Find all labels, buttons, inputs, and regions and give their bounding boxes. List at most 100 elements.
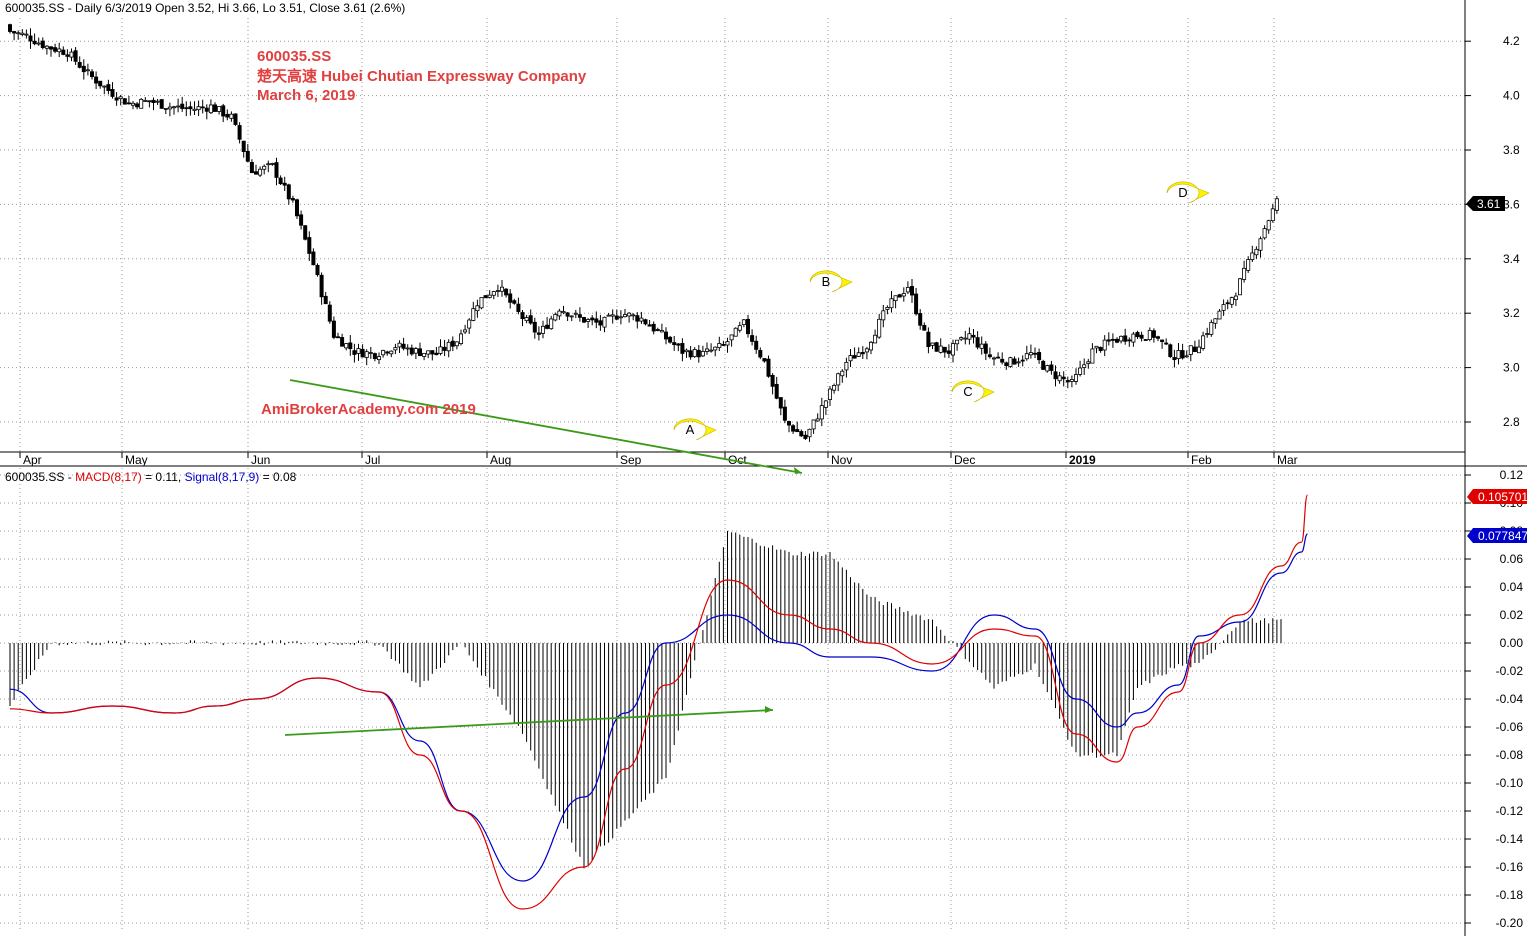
candle-body bbox=[860, 352, 865, 355]
candle-body bbox=[577, 314, 582, 318]
x-tick-label: Sep bbox=[620, 453, 642, 467]
candle-body bbox=[758, 350, 763, 358]
candle-body bbox=[729, 334, 734, 341]
candle-body bbox=[299, 214, 304, 226]
candle-body bbox=[508, 293, 513, 303]
candle-body bbox=[1184, 355, 1189, 358]
candle-body bbox=[1197, 346, 1202, 354]
candle-body bbox=[869, 341, 874, 351]
candle-body bbox=[532, 321, 537, 333]
candle-body bbox=[930, 342, 935, 346]
candle-body bbox=[1164, 342, 1169, 345]
candle-body bbox=[828, 388, 833, 400]
candle-body bbox=[856, 352, 861, 357]
candle-body bbox=[1065, 380, 1070, 383]
candle-body bbox=[659, 330, 664, 333]
candle-body bbox=[1258, 238, 1263, 251]
candle-body bbox=[762, 358, 767, 362]
candle-body bbox=[327, 304, 332, 322]
candle-body bbox=[393, 347, 398, 351]
candle-body bbox=[819, 405, 824, 420]
candle-body bbox=[458, 333, 463, 344]
candle-body bbox=[618, 316, 623, 319]
candle-body bbox=[951, 343, 956, 356]
candle-body bbox=[676, 343, 681, 346]
candle-body bbox=[176, 105, 181, 108]
candle-body bbox=[1016, 361, 1021, 364]
macd-y-tick-label: -0.14 bbox=[1496, 832, 1524, 846]
candle-body bbox=[664, 331, 669, 340]
candle-body bbox=[61, 49, 66, 55]
candle-body bbox=[1086, 361, 1091, 364]
macd-value: = 0.11, bbox=[142, 470, 185, 484]
watermark-text: AmiBrokerAcademy.com 2019 bbox=[261, 401, 476, 418]
candle-body bbox=[864, 348, 869, 353]
candle-body bbox=[1094, 345, 1099, 349]
candle-body bbox=[98, 80, 103, 87]
price-y-tick-label: 3.4 bbox=[1503, 252, 1520, 266]
candle-body bbox=[684, 349, 689, 353]
candle-body bbox=[1143, 339, 1148, 341]
candle-body bbox=[192, 108, 197, 111]
candle-body bbox=[430, 350, 435, 355]
candle-body bbox=[848, 355, 853, 362]
candle-body bbox=[467, 319, 472, 329]
candle-body bbox=[1209, 322, 1214, 335]
candle-body bbox=[204, 107, 209, 112]
candle-body bbox=[1098, 347, 1103, 351]
candle-body bbox=[516, 303, 521, 312]
candle-body bbox=[1238, 278, 1243, 296]
candle-body bbox=[278, 177, 283, 185]
candle-body bbox=[963, 337, 968, 340]
candle-body bbox=[1229, 297, 1234, 305]
macd-y-tick-label: 0.06 bbox=[1500, 552, 1524, 566]
candle-body bbox=[979, 343, 984, 349]
macd-prefix: 600035.SS - bbox=[5, 470, 75, 484]
candle-body bbox=[1201, 335, 1206, 349]
candle-body bbox=[709, 349, 714, 352]
candle-body bbox=[512, 300, 517, 304]
macd-tag-text: 0.105701 bbox=[1478, 490, 1527, 504]
candle-body bbox=[688, 350, 693, 358]
candle-body bbox=[541, 325, 546, 334]
candle-body bbox=[942, 346, 947, 353]
x-tick-label: Jul bbox=[365, 453, 380, 467]
x-tick-label: May bbox=[125, 453, 148, 467]
candle-body bbox=[565, 312, 570, 317]
candle-body bbox=[1033, 352, 1038, 355]
candle-body bbox=[110, 88, 115, 97]
candle-body bbox=[1176, 350, 1181, 360]
candle-body bbox=[1049, 364, 1054, 371]
candle-body bbox=[602, 316, 607, 328]
candle-body bbox=[799, 431, 804, 437]
candle-body bbox=[1082, 364, 1087, 368]
candle-body bbox=[446, 341, 451, 352]
callout-bubble bbox=[809, 270, 853, 293]
candle-body bbox=[844, 361, 849, 371]
candle-body bbox=[44, 45, 49, 49]
candle-body bbox=[331, 320, 336, 338]
candle-body bbox=[536, 332, 541, 335]
price-y-tick-label: 3.2 bbox=[1503, 306, 1520, 320]
candle-body bbox=[381, 350, 386, 356]
macd-y-tick-label: -0.18 bbox=[1496, 888, 1524, 902]
candle-body bbox=[57, 48, 62, 53]
macd-header: 600035.SS - MACD(8,17) = 0.11, Signal(8,… bbox=[5, 470, 297, 484]
candle-body bbox=[323, 295, 328, 305]
candle-body bbox=[397, 342, 402, 348]
candle-body bbox=[893, 295, 898, 302]
price-y-tick-label: 3.0 bbox=[1503, 361, 1520, 375]
candle-body bbox=[971, 334, 976, 338]
candle-body bbox=[635, 315, 640, 322]
candle-body bbox=[483, 295, 488, 299]
candle-body bbox=[955, 339, 960, 345]
candle-body bbox=[746, 318, 751, 335]
candle-body bbox=[463, 329, 468, 333]
candle-body bbox=[545, 324, 550, 329]
candle-body bbox=[348, 342, 353, 350]
candle-body bbox=[245, 150, 250, 162]
candle-body bbox=[126, 102, 131, 105]
candle-body bbox=[12, 31, 17, 34]
price-y-tick-label: 3.8 bbox=[1503, 143, 1520, 157]
